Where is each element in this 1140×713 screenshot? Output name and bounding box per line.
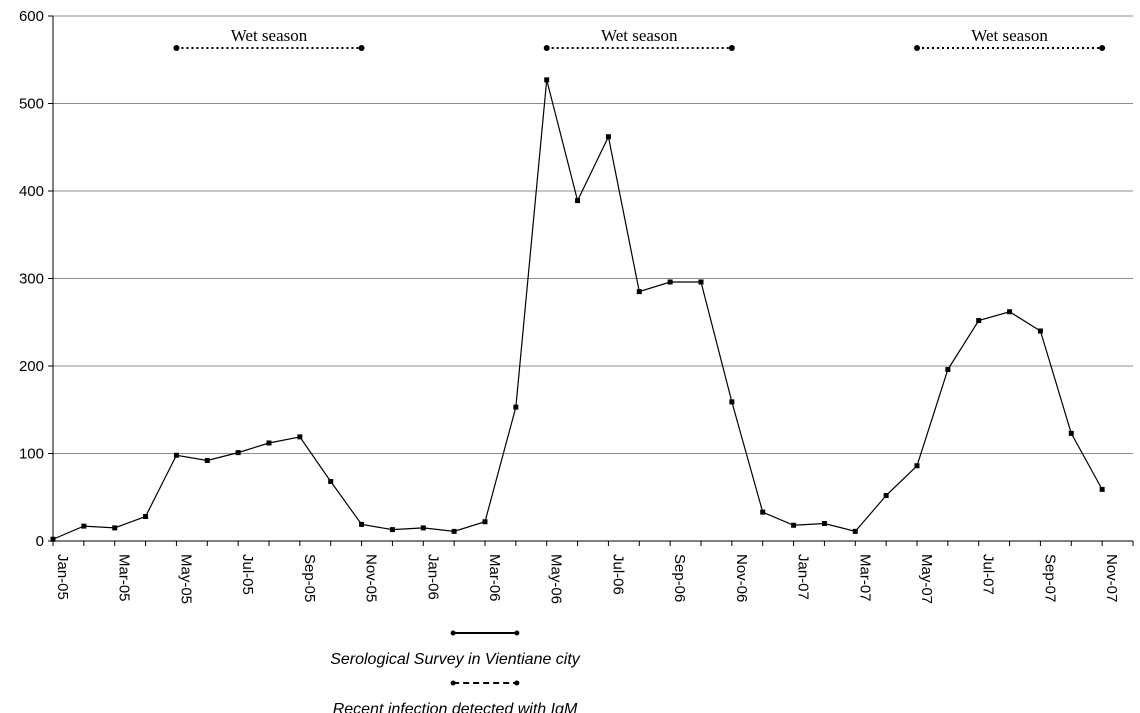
data-point (976, 318, 982, 323)
y-tick-label: 200 (19, 358, 44, 375)
data-point (914, 463, 920, 469)
x-tick-label: Sep-06 (671, 554, 688, 602)
grid-lines (53, 15, 1133, 454)
data-point (729, 399, 735, 405)
wet-season-start-marker (914, 45, 920, 51)
y-tick-label: 100 (19, 446, 44, 463)
data-point (266, 440, 272, 446)
legend-label: Serological Survey in Vientiane city (330, 651, 581, 668)
data-point (297, 434, 303, 440)
y-tick-label: 600 (19, 8, 44, 25)
series (50, 77, 1105, 542)
legend-end-marker (514, 680, 520, 686)
wet-season-label: Wet season (231, 26, 308, 45)
x-tick-label: Sep-05 (301, 554, 318, 602)
data-point (821, 521, 827, 526)
x-tick-label: Mar-07 (856, 554, 873, 602)
wet-season-start-marker (543, 45, 550, 51)
wet-season-label: Wet season (971, 26, 1048, 45)
data-point (173, 452, 179, 458)
x-tick-label: Jan-05 (54, 554, 71, 600)
data-point (791, 522, 797, 528)
x-tick-label: Nov-07 (1103, 554, 1120, 602)
data-point (420, 525, 426, 531)
data-point (544, 77, 550, 83)
x-tick-label: May-07 (918, 554, 935, 604)
x-tick-label: May-06 (548, 554, 565, 604)
data-point (451, 528, 457, 534)
y-tick-label: 300 (19, 271, 44, 288)
axes (48, 15, 1134, 546)
legend-end-marker (514, 630, 520, 636)
x-tick-label: May-05 (177, 554, 194, 604)
data-point (760, 509, 766, 515)
x-tick-label: Nov-05 (363, 554, 380, 602)
x-tick-labels: Jan-05 Mar-05 May-05 Jul-05 Sep-05 Nov-05 Jan-… (54, 554, 1120, 604)
data-point (1068, 430, 1074, 436)
data-point (204, 458, 210, 463)
legend-label: Recent infection detected with IgM (333, 701, 578, 713)
x-tick-label: Mar-05 (116, 554, 133, 602)
data-point (235, 450, 241, 456)
legend-start-marker (450, 680, 456, 686)
series-line (52, 79, 1103, 540)
x-tick-label: Jul-07 (980, 554, 997, 595)
data-point (605, 134, 611, 140)
data-point (513, 404, 519, 410)
data-point (143, 514, 149, 519)
x-tick-label: Jul-05 (239, 554, 256, 595)
data-point (698, 279, 704, 285)
y-tick-label: 500 (19, 96, 44, 113)
x-tick-label: Nov-06 (733, 554, 750, 602)
data-point (636, 289, 642, 295)
x-tick-label: Jan-06 (424, 554, 441, 600)
data-point (1007, 309, 1013, 315)
legend-start-marker (450, 630, 456, 636)
data-point (1037, 328, 1043, 334)
data-point (50, 536, 56, 542)
data-point (945, 367, 951, 372)
x-tick-label: Jul-06 (609, 554, 626, 595)
y-tick-labels: 0 100 200 300 400 500 600 (19, 8, 44, 550)
x-tick-label: Sep-07 (1041, 554, 1058, 602)
data-point (667, 279, 673, 285)
data-point (852, 528, 858, 534)
data-point (359, 521, 365, 527)
wet-season-annotations: Wet season Wet season Wet season (173, 26, 1106, 51)
x-tick-label: Jan-07 (795, 554, 812, 600)
y-tick-label: 400 (19, 183, 44, 200)
y-tick-label: 0 (36, 533, 44, 550)
data-point (883, 493, 889, 498)
wet-season-end-marker (728, 45, 735, 51)
data-point (1099, 486, 1105, 492)
x-tick-label: Mar-06 (486, 554, 503, 602)
data-point (482, 519, 488, 525)
data-point (389, 527, 395, 533)
data-point (328, 479, 334, 484)
wet-season-label: Wet season (601, 26, 678, 45)
wet-season-end-marker (358, 45, 365, 51)
wet-season-end-marker (1099, 45, 1106, 51)
wet-season-start-marker (173, 45, 180, 51)
legend: Serological Survey in Vientiane city Rece… (330, 630, 581, 713)
data-point (112, 525, 118, 531)
data-point (81, 523, 87, 529)
data-point (575, 198, 581, 204)
